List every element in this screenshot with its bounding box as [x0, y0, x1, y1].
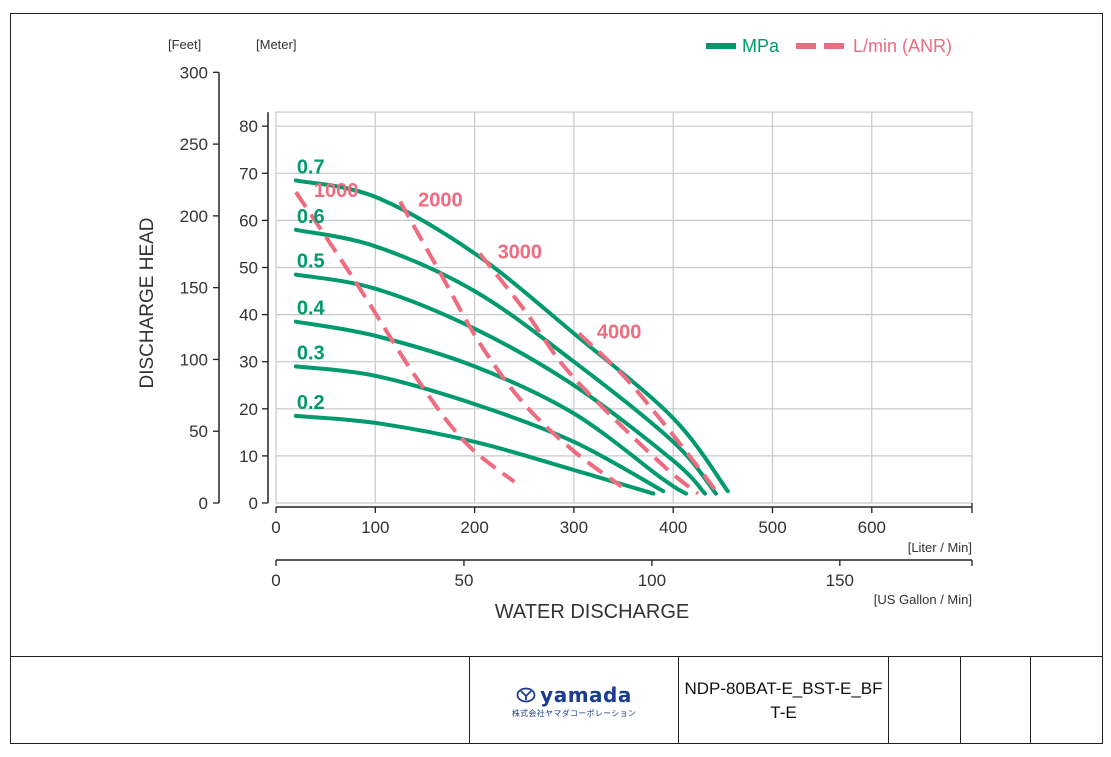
liter-tick-label: 0: [271, 518, 280, 537]
x-unit-gallon: [US Gallon / Min]: [874, 592, 972, 607]
company-logo: yamada 株式会社ヤマダコーポレーション: [470, 657, 679, 744]
pressure-curve-0.6: [293, 227, 718, 496]
gallon-tick-label: 150: [826, 571, 854, 590]
pressure-curve-0.3: [293, 364, 666, 494]
gallon-tick-label: 100: [638, 571, 666, 590]
y-unit-feet: [Feet]: [168, 37, 201, 52]
feet-tick-label: 150: [180, 279, 208, 298]
pressure-label-0.4: 0.4: [297, 298, 326, 320]
pressure-label-0.3: 0.3: [297, 342, 325, 364]
footer-blank-cell: [10, 657, 470, 744]
air-label-4000: 4000: [597, 321, 642, 343]
meter-tick-label: 60: [239, 211, 258, 230]
liter-tick-label: 300: [560, 518, 588, 537]
yamada-emblem-icon: [516, 687, 536, 702]
meter-tick-label: 20: [239, 400, 258, 419]
logo-wordmark: yamada: [540, 682, 632, 707]
air-label-1000: 1000: [314, 180, 359, 202]
pressure-curve-0.7: [293, 178, 730, 494]
feet-tick-label: 50: [189, 422, 208, 441]
meter-tick-label: 10: [239, 447, 258, 466]
air-curve-2000: [398, 200, 623, 489]
pressure-label-0.6: 0.6: [297, 206, 325, 228]
pressure-curve-0.4: [293, 319, 689, 496]
legend: MPa L/min (ANR): [706, 36, 952, 56]
chart-frame: [10, 13, 1103, 744]
meter-tick-label: 0: [249, 494, 258, 513]
meter-tick-label: 70: [239, 164, 258, 183]
liter-tick-label: 100: [361, 518, 389, 537]
feet-tick-label: 0: [199, 494, 208, 513]
liter-tick-label: 200: [460, 518, 488, 537]
gallon-tick-label: 50: [454, 571, 473, 590]
gallon-tick-label: 0: [271, 571, 280, 590]
model-number: NDP-80BAT-E_BST-E_BFT-E: [684, 678, 883, 722]
x-unit-liter: [Liter / Min]: [908, 540, 972, 555]
air-curve-1000: [294, 190, 516, 484]
air-curve-4000: [577, 331, 720, 495]
pressure-label-0.2: 0.2: [297, 392, 325, 414]
meter-tick-label: 30: [239, 353, 258, 372]
air-label-2000: 2000: [418, 190, 463, 212]
x-axis-label: WATER DISCHARGE: [495, 601, 689, 623]
liter-tick-label: 400: [659, 518, 687, 537]
air-label-3000: 3000: [498, 241, 543, 263]
meter-tick-label: 50: [239, 259, 258, 278]
series-labels: 0.7 0.6 0.5 0.4 0.3 0.2 1000 2000 3000 4000: [297, 156, 642, 414]
feet-tick-label: 300: [180, 63, 208, 82]
series: [293, 178, 730, 496]
y-unit-meter: [Meter]: [256, 37, 296, 52]
feet-tick-label: 250: [180, 135, 208, 154]
pressure-curve-0.2: [293, 413, 656, 496]
liter-tick-label: 600: [858, 518, 886, 537]
footer-empty-cell-2: [961, 657, 1031, 744]
model-number-cell: NDP-80BAT-E_BST-E_BFT-E: [679, 657, 889, 744]
air-curve-3000: [478, 252, 700, 496]
meter-tick-label: 40: [239, 306, 258, 325]
footer-empty-cell-3: [1031, 657, 1103, 744]
footer-table: yamada 株式会社ヤマダコーポレーション NDP-80BAT-E_BST-E…: [10, 656, 1103, 744]
footer-empty-cell-1: [889, 657, 961, 744]
legend-label-lmin: L/min (ANR): [853, 36, 952, 56]
pressure-curve-0.5: [293, 272, 707, 496]
pressure-label-0.7: 0.7: [297, 156, 325, 178]
logo-company-subtext: 株式会社ヤマダコーポレーション: [511, 708, 637, 718]
y-axis-label: DISCHARGE HEAD: [137, 217, 158, 388]
feet-tick-label: 200: [180, 207, 208, 226]
pressure-label-0.5: 0.5: [297, 251, 325, 273]
legend-label-mpa: MPa: [742, 36, 780, 56]
plot-border: [275, 111, 973, 504]
meter-tick-label: 80: [239, 117, 258, 136]
liter-tick-label: 500: [758, 518, 786, 537]
grid: [275, 111, 973, 504]
feet-tick-label: 100: [180, 350, 208, 369]
